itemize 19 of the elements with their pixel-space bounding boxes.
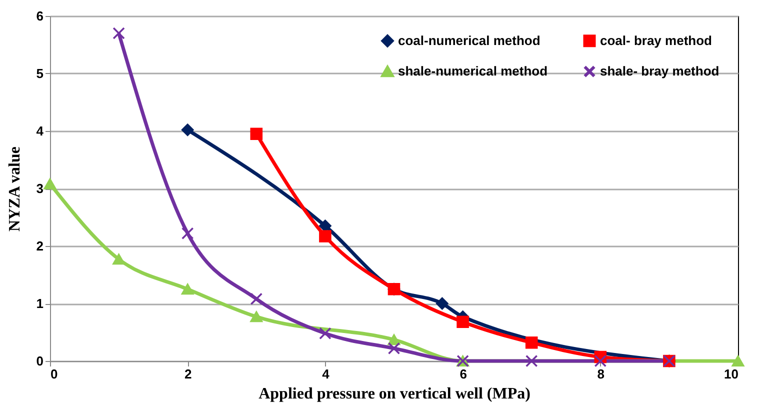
y-tick-label: 4 — [36, 124, 44, 138]
legend-label: coal- bray method — [600, 32, 712, 48]
y-tick-label: 0 — [36, 354, 44, 368]
x-tick-label: 0 — [50, 366, 58, 382]
x-tick-label: 8 — [597, 366, 605, 382]
legend-label: coal-numerical method — [398, 32, 540, 48]
y-tick-label: 2 — [36, 238, 44, 254]
x-tick-label: 6 — [460, 366, 467, 382]
y-tick-label: 5 — [36, 66, 44, 81]
y-tick-label: 3 — [36, 181, 44, 196]
x-axis-title: Applied pressure on vertical well (MPa) — [258, 386, 530, 402]
legend-label: shale- bray method — [600, 64, 720, 78]
y-tick-label: 1 — [36, 296, 44, 311]
y-tick-label: 6 — [36, 8, 44, 24]
legend-label: shale-numerical method — [398, 64, 548, 78]
x-tick-label: 4 — [322, 366, 330, 382]
y-axis-title: NYZA value — [6, 146, 24, 232]
x-tick-label: 10 — [724, 366, 738, 382]
x-tick-label: 2 — [184, 366, 192, 382]
